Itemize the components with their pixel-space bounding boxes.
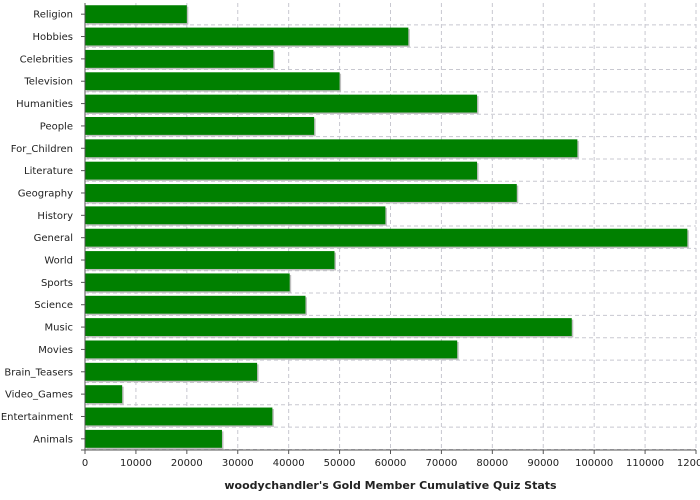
x-tick-label-12: 120000 [677,458,700,469]
category-label-sports: Sports [41,278,73,289]
category-label-animals: Animals [33,434,73,445]
bar-general [85,228,688,247]
bar-history [85,206,386,225]
bar-movies [85,340,458,359]
bar-brain_teasers [85,362,258,381]
category-label-entertainment: Entertainment [1,412,73,423]
category-label-geography: Geography [18,188,73,199]
bar-humanities [85,94,478,113]
bar-animals [85,429,222,448]
x-axis-title: woodychandler's Gold Member Cumulative Q… [224,479,557,492]
category-label-video_games: Video_Games [5,390,73,401]
bar-world [85,251,335,269]
x-tick-label-3: 30000 [222,458,254,469]
x-axis-ticks: 0 10000 20000 30000 40000 50000 60000 70000 8000… [82,450,700,469]
category-label-people: People [40,121,73,132]
bar-television [85,72,340,91]
bar-video_games [85,385,123,404]
category-label-world: World [44,256,73,267]
category-label-for_children: For_Children [11,144,73,155]
bar-hobbies [85,27,409,46]
category-label-literature: Literature [24,166,73,177]
x-tick-label-9: 90000 [527,458,559,469]
category-label-humanities: Humanities [16,99,73,110]
grid-layer [85,3,697,450]
bar-people [85,116,315,135]
x-tick-label-5: 50000 [324,458,356,469]
bar-sports [85,273,290,292]
bar-celebrities [85,49,274,68]
bar-science [85,295,306,314]
category-label-hobbies: Hobbies [33,32,73,43]
category-label-television: Television [23,77,73,88]
category-label-general: General [34,233,73,244]
bar-layer [85,5,689,450]
bar-literature [85,161,478,180]
bar-entertainment [85,407,273,426]
x-tick-label-8: 80000 [476,458,508,469]
bar-music [85,318,572,337]
x-tick-label-10: 100000 [575,458,613,469]
category-label-religion: Religion [33,10,73,21]
category-labels: Religion Hobbies Celebrities Television Huma… [1,10,85,445]
category-label-music: Music [45,323,73,334]
x-tick-label-6: 60000 [375,458,407,469]
bar-geography [85,184,517,202]
x-tick-label-1: 10000 [120,458,152,469]
category-label-brain_teasers: Brain_Teasers [4,367,73,378]
category-label-movies: Movies [38,345,73,356]
x-tick-label-2: 20000 [171,458,203,469]
category-label-history: History [37,211,73,222]
x-tick-label-11: 110000 [626,458,664,469]
x-tick-label-7: 70000 [426,458,458,469]
x-tick-label-4: 40000 [273,458,305,469]
bar-for_children [85,139,578,158]
category-label-science: Science [34,300,73,311]
x-tick-label-0: 0 [82,458,88,469]
bar-religion [85,5,187,24]
category-label-celebrities: Celebrities [20,54,73,65]
